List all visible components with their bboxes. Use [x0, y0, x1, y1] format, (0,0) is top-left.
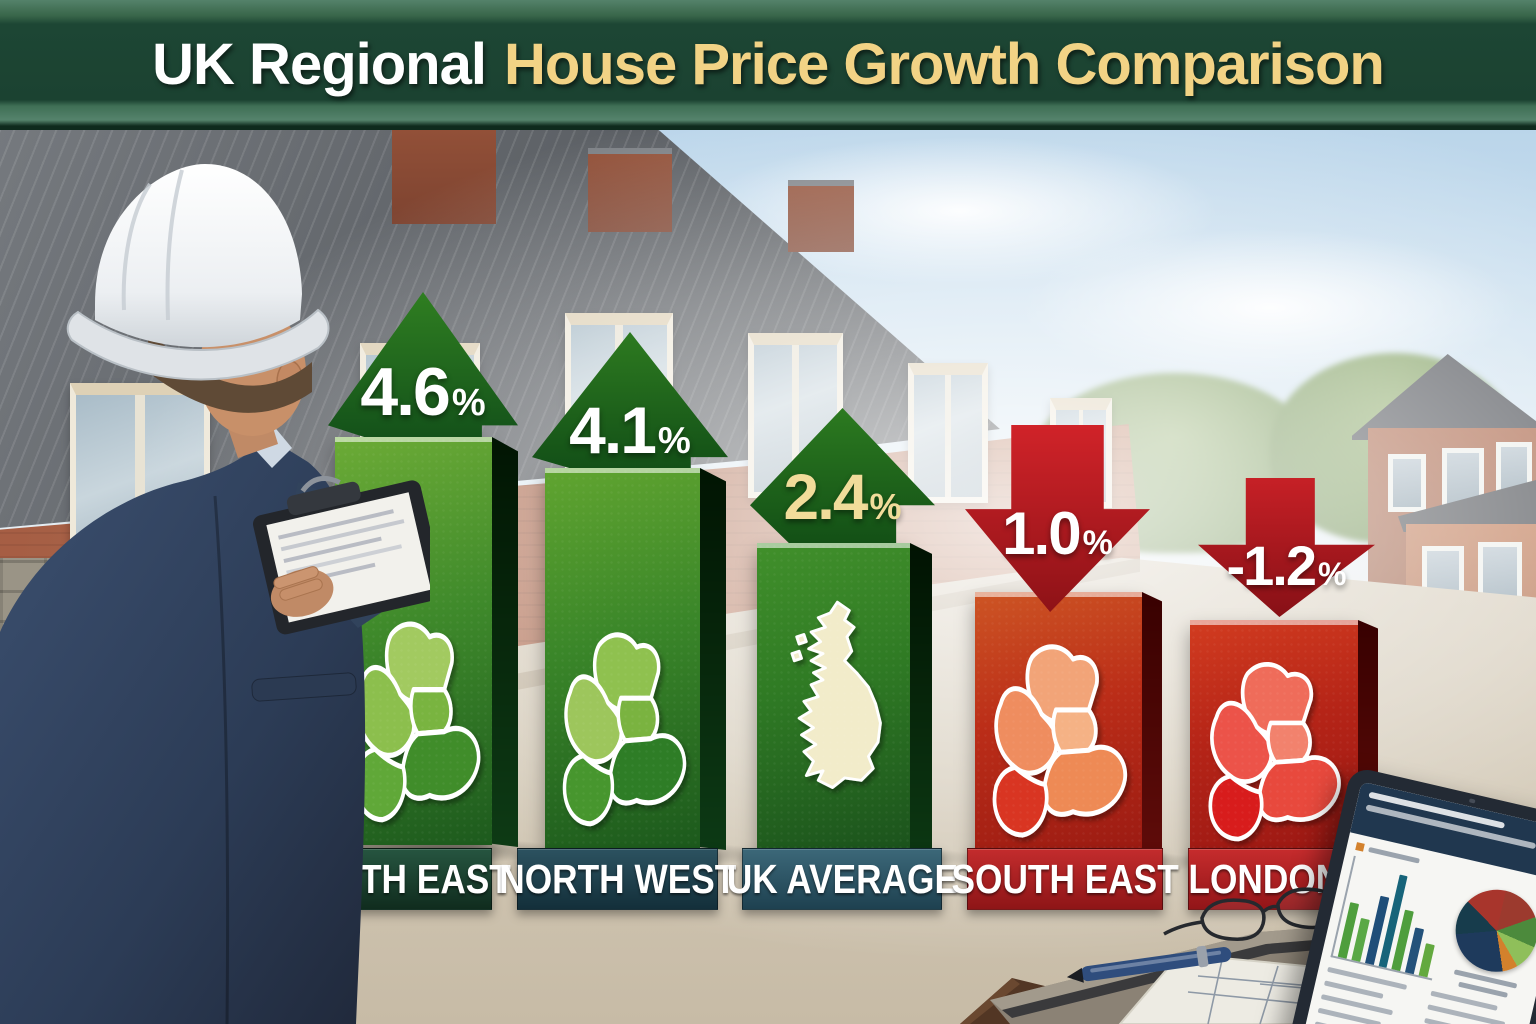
header-banner: UK Regional House Price Growth Compariso…: [0, 0, 1536, 130]
title-part-2: House Price Growth Comparison: [503, 31, 1385, 97]
floor-plan-lines: [1187, 959, 1381, 1024]
tablet-camera: [1468, 798, 1476, 804]
pen: [1066, 945, 1232, 983]
page-title: UK Regional House Price Growth Compariso…: [0, 18, 1536, 110]
title-part-1: UK Regional: [152, 31, 487, 97]
tablet-pie-chart: [1447, 881, 1536, 980]
surveyor-figure: [0, 164, 430, 1024]
hard-hat: [95, 164, 302, 348]
hair: [148, 330, 312, 413]
tablet-bar-chart: [1330, 855, 1456, 981]
hand: [270, 566, 334, 617]
hard-hat-brim: [66, 308, 330, 381]
